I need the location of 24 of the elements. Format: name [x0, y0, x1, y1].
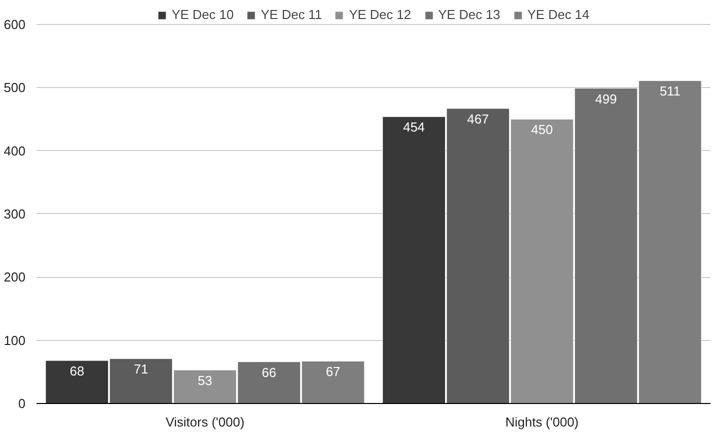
legend-label: YE Dec 10 [172, 7, 234, 22]
y-tick-label: 600 [4, 16, 26, 32]
x-tick-label: Visitors ('000) [166, 414, 244, 430]
data-label: 67 [326, 364, 340, 380]
data-label: 66 [262, 364, 276, 380]
y-tick-label: 200 [4, 270, 26, 285]
y-tick-label: 500 [4, 80, 26, 96]
legend-label: YE Dec 12 [348, 7, 412, 22]
y-tick-label: 400 [4, 143, 26, 158]
data-label: 454 [403, 120, 425, 135]
y-tick-label: 100 [4, 332, 26, 348]
y-tick-label: 0 [18, 396, 26, 411]
data-label: 71 [134, 362, 148, 377]
data-label: 68 [70, 364, 84, 379]
data-label: 53 [198, 373, 212, 388]
legend-label: YE Dec 11 [260, 7, 322, 22]
x-tick-label: Nights ('000) [505, 414, 579, 430]
data-label: 467 [467, 111, 489, 126]
data-label: 450 [531, 122, 553, 138]
data-label: 499 [595, 91, 617, 106]
y-tick-label: 300 [4, 206, 26, 222]
legend-label: YE Dec 13 [438, 7, 500, 22]
data-label: 511 [660, 84, 680, 99]
legend-label: YE Dec 14 [527, 7, 590, 22]
